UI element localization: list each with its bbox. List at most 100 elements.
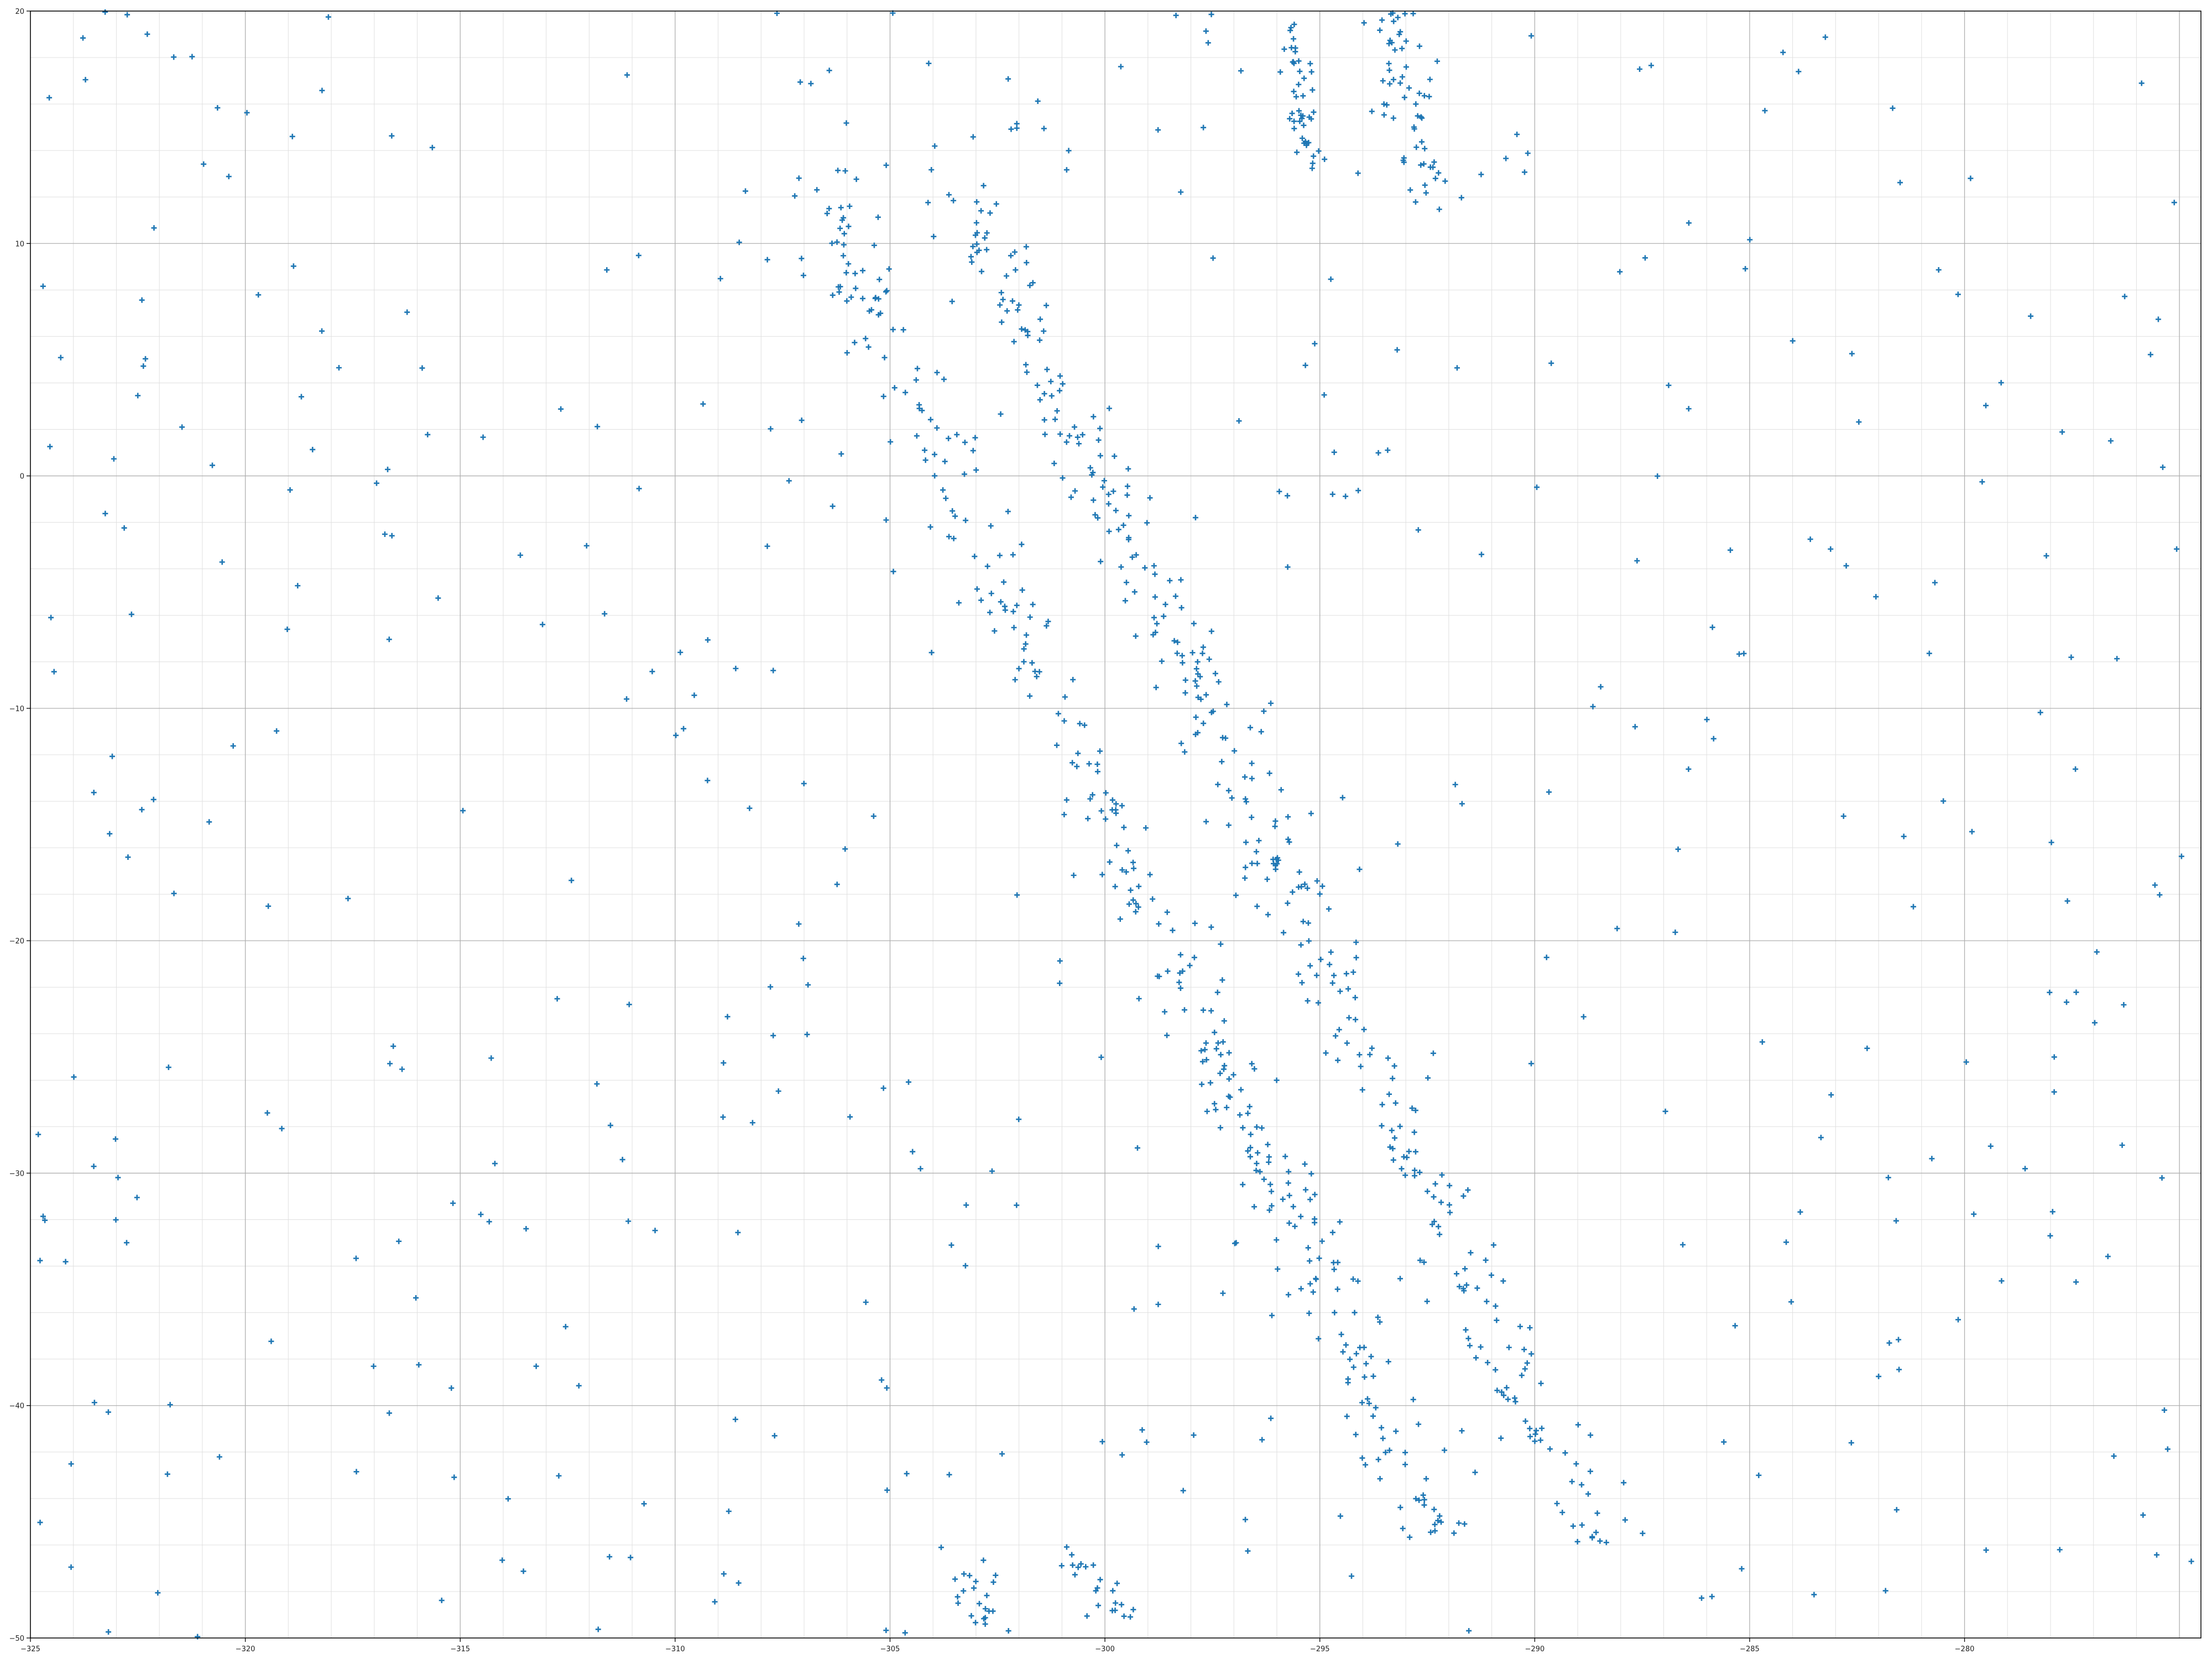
data-point: [1054, 742, 1060, 748]
data-point: [1192, 515, 1198, 521]
data-point: [1369, 1045, 1375, 1051]
data-point: [450, 1200, 456, 1206]
data-point: [1161, 613, 1167, 619]
data-point: [1873, 594, 1879, 600]
data-point: [1289, 111, 1295, 117]
data-point: [1095, 515, 1101, 521]
data-point: [1027, 283, 1033, 289]
data-point: [1305, 885, 1311, 891]
data-point: [1130, 1606, 1136, 1613]
data-point: [1296, 869, 1302, 875]
data-point: [865, 344, 872, 350]
data-point: [1182, 677, 1188, 683]
data-point: [602, 611, 608, 617]
data-point: [435, 595, 441, 601]
data-point: [1390, 1157, 1396, 1163]
data-point: [913, 377, 919, 383]
data-point: [982, 1606, 988, 1612]
data-point: [1044, 367, 1050, 373]
data-point: [1103, 816, 1109, 822]
data-point: [2037, 709, 2043, 716]
data-point: [1316, 1255, 1322, 1261]
data-point: [927, 524, 933, 530]
data-point: [416, 1361, 422, 1368]
data-point: [980, 1557, 987, 1563]
data-point: [1413, 144, 1420, 150]
data-point: [1743, 265, 1749, 272]
data-point: [1435, 1517, 1441, 1524]
data-point: [568, 878, 575, 884]
data-point: [1062, 694, 1068, 700]
data-point: [1136, 883, 1142, 889]
data-point: [1200, 644, 1206, 650]
data-point: [1057, 431, 1063, 437]
data-point: [1485, 1360, 1491, 1366]
data-point: [768, 426, 774, 432]
data-point: [325, 14, 331, 20]
data-point: [1436, 170, 1442, 176]
data-point: [1153, 685, 1159, 691]
data-point: [1313, 972, 1319, 978]
data-point: [948, 1242, 954, 1248]
data-point: [1267, 1181, 1274, 1187]
data-point: [91, 1400, 97, 1406]
x-axis-ticks: −325 −320 −315 −310 −305 −300 −295 −290 −285 −280: [20, 1638, 1974, 1653]
data-point: [1512, 1399, 1519, 1405]
data-point: [1134, 1145, 1140, 1151]
data-point: [1099, 1438, 1105, 1444]
data-point: [1355, 170, 1361, 176]
data-point: [1272, 818, 1279, 824]
data-point: [1329, 980, 1335, 986]
data-point: [1569, 1479, 1575, 1485]
data-point: [836, 289, 842, 295]
data-point: [1429, 1222, 1435, 1228]
data-point: [1097, 453, 1103, 459]
data-point: [1425, 1075, 1431, 1081]
data-point: [1396, 32, 1402, 38]
data-point: [1037, 316, 1044, 322]
data-point: [1337, 988, 1343, 994]
data-point: [1126, 901, 1132, 907]
data-point: [2068, 654, 2074, 660]
data-point: [1431, 1218, 1437, 1224]
data-point: [284, 626, 290, 632]
data-point: [1238, 1087, 1244, 1093]
data-point: [853, 285, 859, 291]
data-point: [1299, 116, 1305, 122]
data-point: [961, 1588, 967, 1594]
data-point: [1093, 1588, 1099, 1594]
data-point: [844, 298, 850, 304]
data-point: [1085, 816, 1091, 822]
data-point: [1301, 75, 1307, 81]
data-point: [1447, 1209, 1453, 1215]
data-point: [1072, 488, 1078, 494]
data-point: [425, 431, 431, 437]
data-point: [1334, 1286, 1340, 1292]
data-point: [1788, 1299, 1794, 1305]
data-point: [1343, 1342, 1349, 1348]
data-point: [998, 411, 1004, 417]
data-point: [1359, 1455, 1365, 1461]
data-point: [1290, 1203, 1296, 1209]
data-point: [1359, 1400, 1365, 1406]
data-point: [1882, 1588, 1888, 1594]
data-point: [1380, 78, 1386, 84]
data-point: [1686, 406, 1692, 412]
data-point: [1416, 90, 1422, 96]
data-point: [2155, 316, 2161, 322]
data-point: [1276, 488, 1282, 494]
data-point: [1412, 199, 1418, 205]
data-point: [1346, 1015, 1352, 1021]
data-point: [2157, 892, 2163, 898]
data-point: [1344, 1040, 1350, 1046]
data-point: [1580, 1014, 1587, 1020]
data-point: [1462, 1521, 1468, 1527]
data-point: [1147, 495, 1153, 501]
data-point: [982, 235, 988, 241]
data-point: [1573, 1461, 1579, 1467]
data-point: [867, 308, 873, 314]
data-point: [1225, 787, 1232, 794]
data-point: [1287, 116, 1293, 122]
data-point: [1392, 47, 1398, 53]
data-point: [1045, 618, 1051, 624]
